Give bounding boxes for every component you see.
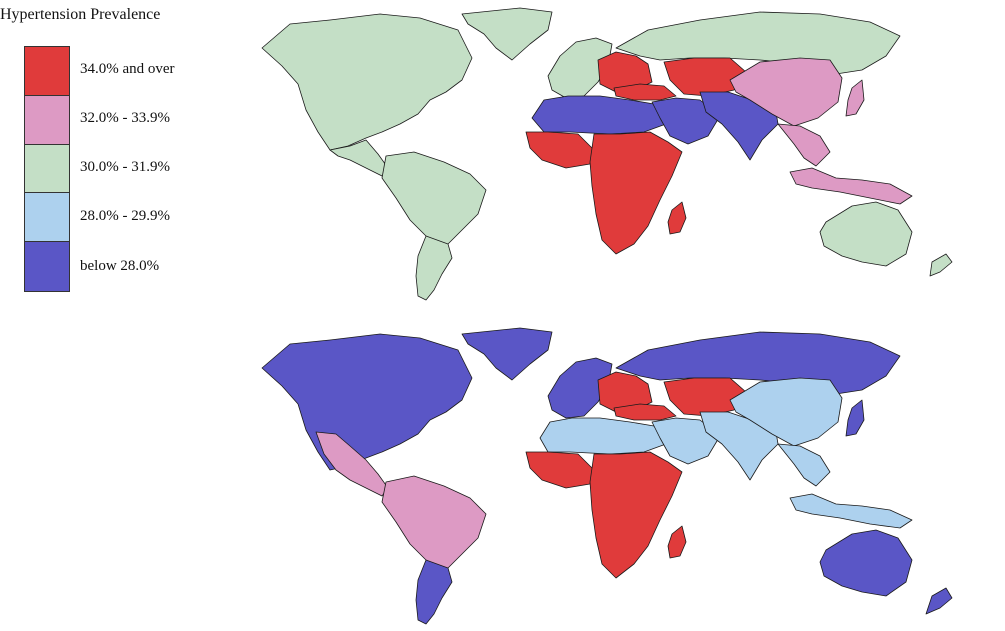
region-japan [845, 399, 865, 437]
region-southeast-asia [777, 443, 831, 487]
world-map-bottom [261, 327, 953, 625]
legend-swatch-34-and-over [25, 47, 69, 96]
region-turkey-caucasus [613, 403, 677, 421]
region-central-asia [663, 57, 747, 97]
region-greenland [461, 327, 553, 381]
region-sub-saharan-africa [589, 451, 683, 579]
region-southern-cone [415, 235, 453, 301]
region-south-america [381, 475, 487, 571]
region-west-africa [525, 131, 595, 169]
region-china [729, 57, 843, 127]
legend-swatch-28-29.9 [25, 193, 69, 243]
region-madagascar [667, 201, 687, 235]
region-southeast-asia [777, 123, 831, 167]
region-new-zealand [925, 587, 953, 615]
region-australia [819, 201, 913, 267]
legend-swatch-32-33.9 [25, 95, 69, 145]
legend-label-below-28: below 28.0% [80, 258, 160, 274]
region-north-america [261, 333, 473, 471]
region-new-zealand [929, 253, 953, 277]
world-map-top [261, 7, 953, 301]
region-southern-cone [415, 559, 453, 625]
region-sub-saharan-africa [589, 131, 683, 255]
legend-label-30-31.9: 30.0% - 31.9% [80, 159, 170, 175]
region-north-america [261, 13, 473, 151]
region-eastern-europe [597, 51, 653, 93]
region-west-africa [525, 451, 595, 489]
region-russia [615, 11, 901, 75]
region-russia [615, 331, 901, 395]
region-japan [845, 79, 865, 117]
region-indonesia [789, 167, 913, 205]
region-north-africa [539, 417, 667, 455]
region-madagascar [667, 525, 687, 559]
region-china [729, 377, 843, 447]
region-greenland [461, 7, 553, 61]
legend [24, 46, 70, 292]
region-north-africa [531, 95, 667, 135]
legend-label-28-29.9: 28.0% - 29.9% [80, 208, 170, 224]
legend-swatch-below-28 [25, 242, 69, 291]
region-south-asia [699, 411, 779, 481]
region-indonesia [789, 493, 913, 529]
region-middle-east [651, 417, 721, 465]
region-eastern-europe [597, 371, 653, 413]
region-middle-east [651, 97, 721, 145]
region-south-america [381, 151, 487, 247]
legend-title: Hypertension Prevalence [0, 6, 161, 23]
region-australia [819, 529, 913, 597]
region-central-asia [663, 377, 747, 417]
region-turkey-caucasus [613, 83, 677, 101]
legend-label-34-and-over: 34.0% and over [80, 61, 175, 77]
region-south-asia [699, 91, 779, 161]
legend-swatch-30-31.9 [25, 144, 69, 194]
legend-label-32-33.9: 32.0% - 33.9% [80, 110, 170, 126]
